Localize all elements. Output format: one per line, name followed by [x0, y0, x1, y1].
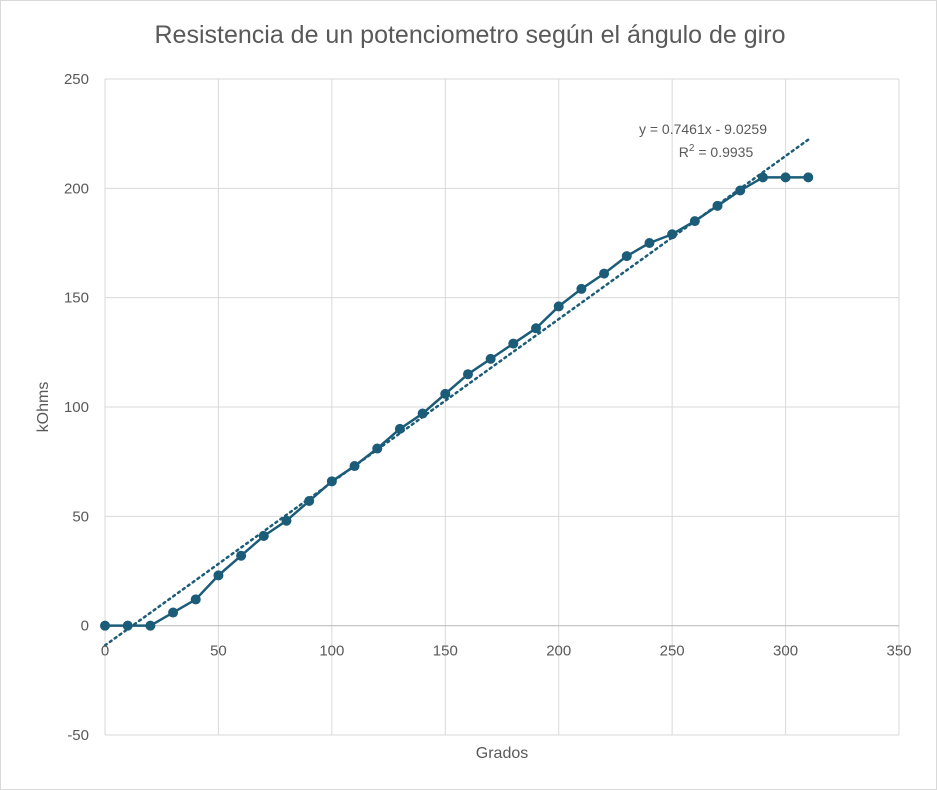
data-point: [621, 251, 632, 262]
x-tick-label: 0: [101, 643, 109, 660]
data-point: [599, 268, 610, 279]
x-tick-label: 250: [660, 643, 685, 660]
data-point: [735, 185, 746, 196]
series-line: [105, 176, 809, 627]
y-tick-label: 100: [64, 399, 89, 416]
tick-labels: 0 50 100 150 200 250 300 350 -50 0 50 100 150 200 250: [64, 71, 912, 744]
r2-superscript: 2: [689, 143, 695, 154]
x-tick-label: 200: [546, 643, 571, 660]
data-point: [485, 353, 496, 364]
data-point: [644, 238, 655, 248]
x-tick-label: 150: [433, 643, 458, 660]
data-point: [576, 283, 587, 294]
data-point: [213, 570, 224, 581]
grid: [104, 78, 900, 736]
data-point: [349, 461, 360, 472]
data-point: [281, 515, 292, 526]
data-point: [757, 172, 768, 183]
y-tick-label: 250: [64, 71, 89, 88]
x-tick-label: 50: [210, 643, 227, 660]
data-point: [394, 423, 405, 434]
data-point: [780, 172, 791, 183]
y-axis-label: kOhms: [35, 382, 52, 433]
data-point: [667, 229, 678, 240]
data-point: [190, 594, 201, 605]
data-point: [531, 323, 542, 334]
data-point: [100, 620, 110, 631]
data-point: [304, 496, 315, 507]
data-point: [508, 338, 519, 349]
data-point: [372, 443, 383, 454]
data-point: [689, 216, 700, 227]
x-tick-label: 350: [886, 643, 911, 660]
data-point: [122, 620, 133, 631]
series-group: [100, 172, 814, 631]
y-tick-label: 200: [64, 180, 89, 197]
data-point: [712, 200, 723, 211]
y-tick-label: -50: [67, 727, 89, 744]
trendline-equation: y = 0.7461x - 9.0259: [639, 121, 767, 137]
x-axis-label: Grados: [476, 745, 528, 762]
r2-value: = 0.9935: [694, 144, 753, 160]
y-tick-label: 150: [64, 290, 89, 307]
data-point: [168, 607, 179, 618]
r2-prefix: R: [679, 144, 689, 160]
data-point: [326, 476, 337, 487]
chart-title: Resistencia de un potenciometro según el…: [155, 21, 786, 49]
y-tick-label: 50: [72, 508, 89, 525]
data-point: [803, 172, 814, 183]
data-point: [553, 301, 564, 312]
x-tick-label: 100: [319, 643, 344, 660]
x-tick-label: 300: [773, 643, 798, 660]
data-point: [236, 550, 247, 561]
data-point: [258, 531, 269, 542]
trendline-r-squared: R2 = 0.9935: [679, 143, 754, 160]
data-point: [440, 388, 451, 399]
data-point: [462, 369, 473, 380]
data-point: [417, 408, 428, 419]
y-tick-label: 0: [81, 618, 89, 635]
data-point: [145, 620, 156, 631]
